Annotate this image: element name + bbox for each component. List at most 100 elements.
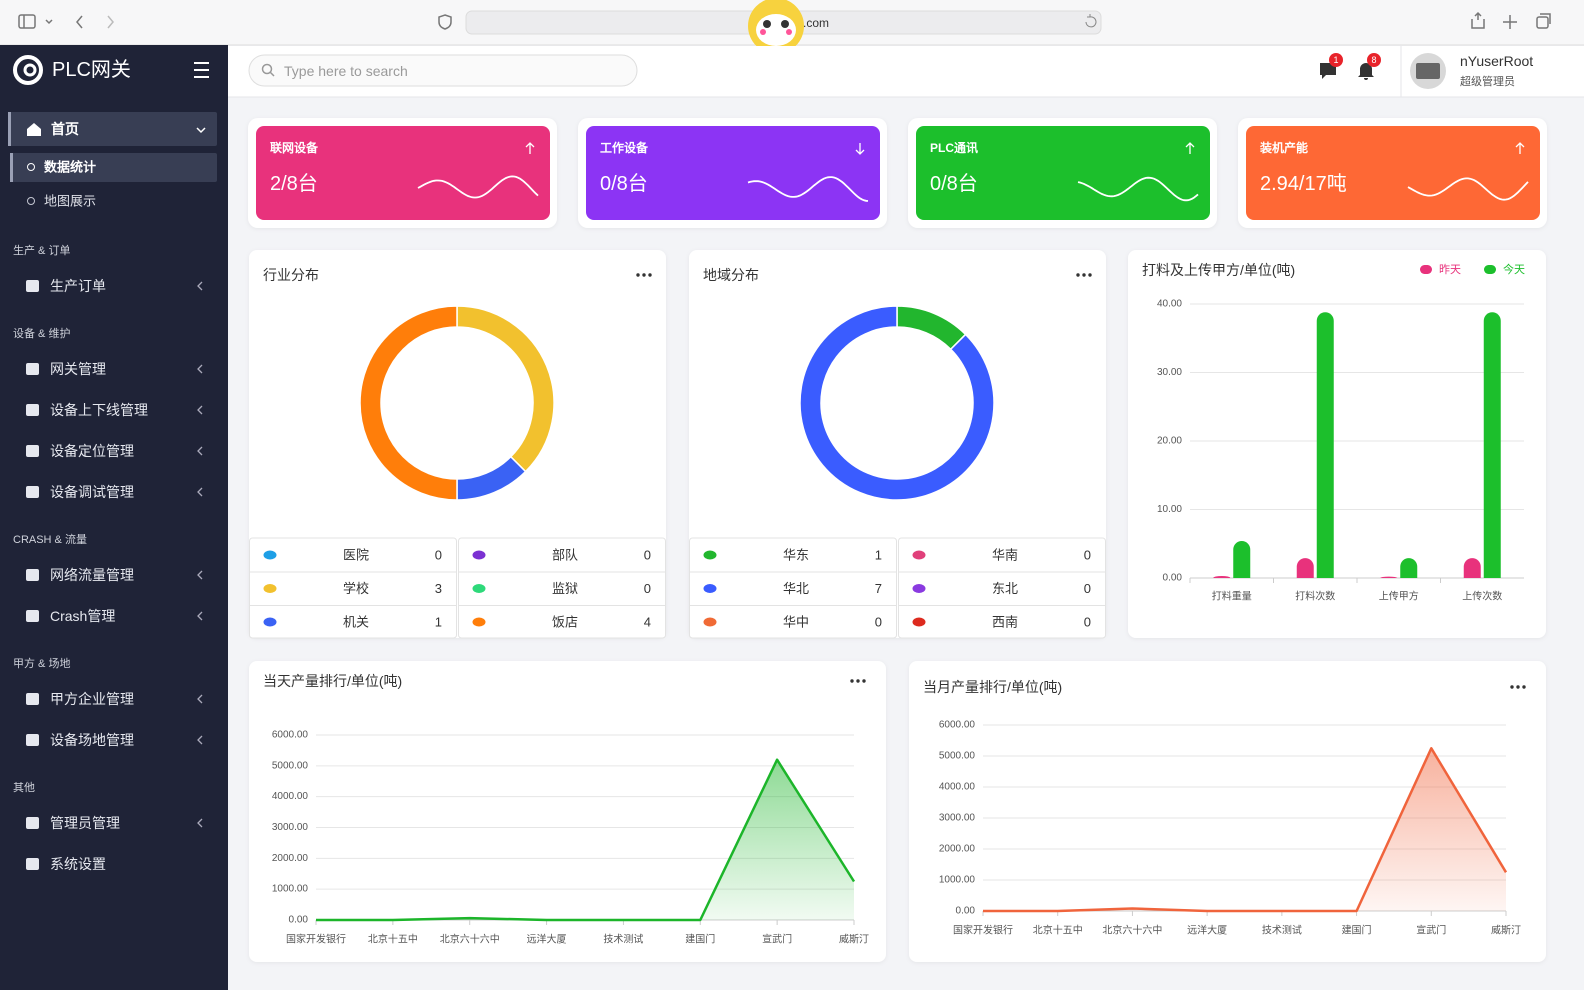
menu-home[interactable]: 首页 (51, 121, 79, 137)
browser-controls[interactable] (18, 11, 1551, 30)
legend-name: 饭店 (552, 615, 578, 630)
legend-value: 3 (435, 581, 442, 596)
menu-item[interactable]: Crash管理 (50, 608, 115, 624)
section-title: 生产 & 订单 (13, 243, 70, 257)
bar (1233, 541, 1251, 578)
menu-icon (26, 817, 39, 829)
legend-name: 华北 (783, 581, 809, 596)
menu-dot[interactable] (1076, 273, 1080, 277)
search-box[interactable] (248, 54, 638, 87)
legend-value: 0 (644, 548, 651, 563)
menu-dot[interactable] (642, 273, 646, 277)
card-title: 地域分布 (703, 267, 759, 283)
x-tick-label: 北京十五中 (1033, 924, 1083, 937)
menu-item[interactable]: 网络流量管理 (50, 567, 134, 583)
x-tick-label: 上传次数 (1462, 590, 1502, 603)
x-tick-label: 建国门 (1342, 924, 1372, 937)
bell-icon[interactable] (1358, 63, 1374, 80)
x-tick-label: 上传甲方 (1379, 590, 1419, 603)
submenu-item[interactable]: 地图展示 (44, 194, 96, 209)
y-tick-label: 0.00 (289, 915, 309, 926)
stat-label: 装机产能 (1259, 140, 1308, 155)
x-tick-label: 北京六十六中 (1102, 924, 1162, 937)
logo (13, 55, 43, 85)
menu-dot[interactable] (648, 273, 652, 277)
sparkline (1407, 177, 1529, 201)
home-highlight[interactable] (8, 112, 217, 146)
notification-count: 8 (1371, 55, 1376, 65)
stat-card-body (256, 126, 550, 220)
menu-dot[interactable] (862, 679, 866, 683)
chevron (196, 127, 206, 134)
y-tick-label: 6000.00 (939, 720, 976, 731)
legend-table (898, 537, 1106, 639)
legend-value: 1 (435, 615, 442, 630)
card-title: 当月产量排行/单位(吨) (923, 679, 1062, 695)
menu-item[interactable]: 网关管理 (50, 361, 106, 377)
menu-dot[interactable] (1510, 685, 1514, 689)
search-icon (261, 63, 275, 77)
menu-item[interactable]: 甲方企业管理 (50, 691, 134, 707)
stat-value: 0/8台 (600, 172, 648, 195)
menu-item[interactable]: 系统设置 (50, 856, 106, 872)
menu-dot[interactable] (850, 679, 854, 683)
section-title: 甲方 & 场地 (13, 656, 70, 670)
reload-icon[interactable] (1085, 14, 1097, 28)
menu-item[interactable]: 管理员管理 (50, 815, 120, 831)
message-icon[interactable] (1320, 63, 1336, 79)
avatar-image (1416, 63, 1440, 79)
menu-dot[interactable] (1522, 685, 1526, 689)
x-tick-label: 远洋大厦 (1187, 924, 1227, 937)
submenu-item[interactable]: 数据统计 (44, 160, 96, 175)
menu-dot[interactable] (636, 273, 640, 277)
legend-table (458, 537, 666, 639)
url: .com (803, 16, 829, 30)
user-name[interactable]: nYuserRoot (1460, 53, 1533, 69)
legend-dot (912, 617, 926, 627)
legend-dot (472, 550, 486, 560)
trend-arrow (1515, 142, 1525, 154)
legend-dot (472, 617, 486, 627)
sidebar (0, 45, 228, 990)
search-placeholder: Type here to search (284, 63, 408, 79)
legend-name: 机关 (343, 615, 369, 630)
area (983, 748, 1506, 911)
card-title: 行业分布 (263, 267, 319, 283)
legend-value: 0 (875, 615, 882, 630)
menu-dot[interactable] (1516, 685, 1520, 689)
legend-dot (703, 584, 717, 593)
menu-item[interactable]: 设备场地管理 (50, 732, 134, 748)
x-tick-label: 国家开发银行 (953, 924, 1013, 937)
y-tick-label: 5000.00 (272, 760, 309, 771)
x-tick-label: 北京十五中 (368, 933, 418, 946)
menu-dot[interactable] (856, 679, 860, 683)
chevron (197, 735, 203, 745)
legend-table (249, 537, 457, 639)
section-title: 其他 (13, 781, 35, 794)
chevron (197, 281, 203, 291)
legend-dot (263, 550, 277, 560)
menu-item[interactable]: 设备上下线管理 (50, 402, 148, 418)
card-title: 当天产量排行/单位(吨) (263, 673, 402, 689)
legend-name: 医院 (343, 548, 369, 563)
sparkline (747, 176, 869, 202)
menu-item[interactable]: 设备调试管理 (50, 484, 134, 500)
home-icon (27, 123, 41, 136)
menu-toggle[interactable] (194, 62, 209, 78)
x-tick-label: 宣武门 (1416, 924, 1446, 937)
menu-dot[interactable] (1088, 273, 1092, 277)
submenu-highlight[interactable] (10, 153, 217, 182)
legend-value: 0 (644, 581, 651, 596)
badge (1367, 53, 1381, 67)
legend-value: 0 (1084, 581, 1091, 596)
y-tick-label: 10.00 (1157, 504, 1182, 515)
legend-swatch (1420, 265, 1432, 274)
menu-dot[interactable] (1082, 273, 1086, 277)
menu-item[interactable]: 设备定位管理 (50, 443, 134, 459)
bar (1380, 576, 1398, 578)
x-tick-label: 国家开发银行 (286, 933, 346, 946)
y-tick-label: 2000.00 (272, 853, 309, 864)
x-tick-label: 技术测试 (1262, 924, 1302, 937)
menu-item[interactable]: 生产订单 (50, 278, 106, 294)
